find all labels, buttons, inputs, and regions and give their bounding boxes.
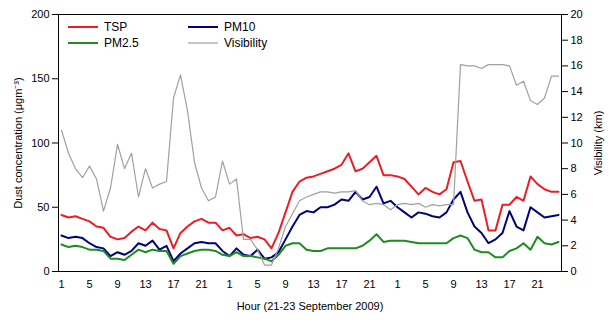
svg-text:9: 9 — [282, 278, 288, 290]
svg-text:16: 16 — [571, 59, 583, 71]
html-text:Visibility: Visibility — [224, 36, 268, 50]
svg-text:9: 9 — [114, 278, 120, 290]
html-text:PM10: PM10 — [224, 20, 256, 34]
svg-text:200: 200 — [31, 8, 49, 20]
svg-text:0: 0 — [571, 265, 577, 277]
svg-text:5: 5 — [254, 278, 260, 290]
svg-text:1: 1 — [58, 278, 64, 290]
svg-text:17: 17 — [335, 278, 347, 290]
svg-text:17: 17 — [503, 278, 515, 290]
svg-text:6: 6 — [571, 188, 577, 200]
svg-text:21: 21 — [363, 278, 375, 290]
svg-text:Hour (21-23 September 2009): Hour (21-23 September 2009) — [237, 300, 384, 312]
svg-text:1: 1 — [394, 278, 400, 290]
svg-text:2: 2 — [571, 239, 577, 251]
svg-text:20: 20 — [571, 8, 583, 20]
svg-text:12: 12 — [571, 111, 583, 123]
svg-text:100: 100 — [31, 137, 49, 149]
svg-text:18: 18 — [571, 34, 583, 46]
svg-text:Visibility (km): Visibility (km) — [592, 111, 604, 176]
svg-text:4: 4 — [571, 214, 577, 226]
svg-text:150: 150 — [31, 72, 49, 84]
svg-text:13: 13 — [139, 278, 151, 290]
svg-text:9: 9 — [450, 278, 456, 290]
svg-text:1: 1 — [226, 278, 232, 290]
svg-text:Dust concentration (μgm⁻³): Dust concentration (μgm⁻³) — [12, 77, 24, 208]
svg-text:21: 21 — [195, 278, 207, 290]
svg-text:21: 21 — [531, 278, 543, 290]
svg-text:13: 13 — [475, 278, 487, 290]
svg-text:14: 14 — [571, 85, 583, 97]
html-text:PM2.5: PM2.5 — [104, 36, 139, 50]
svg-text:13: 13 — [307, 278, 319, 290]
html-text:TSP: TSP — [104, 20, 128, 34]
svg-text:17: 17 — [167, 278, 179, 290]
svg-text:0: 0 — [43, 265, 49, 277]
svg-text:50: 50 — [37, 201, 49, 213]
svg-text:5: 5 — [86, 278, 92, 290]
svg-text:8: 8 — [571, 162, 577, 174]
svg-text:5: 5 — [422, 278, 428, 290]
svg-text:10: 10 — [571, 137, 583, 149]
